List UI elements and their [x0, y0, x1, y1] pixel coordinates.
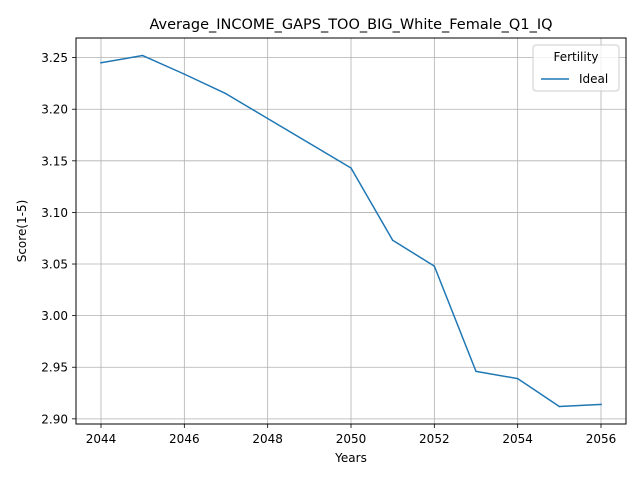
- legend-title: Fertility: [553, 50, 598, 64]
- x-tick-label: 2050: [336, 432, 367, 446]
- legend: Fertility Ideal: [532, 44, 620, 92]
- data-point: [100, 62, 102, 64]
- x-tick-label: 2046: [169, 432, 200, 446]
- y-axis-label: Score(1-5): [15, 200, 29, 263]
- y-tick-label: 3.15: [41, 154, 68, 168]
- y-tick-label: 3.00: [41, 309, 68, 323]
- data-point: [350, 167, 352, 169]
- y-tick-label: 3.10: [41, 206, 68, 220]
- y-tick-label: 3.25: [41, 51, 68, 65]
- x-tick-label: 2054: [502, 432, 533, 446]
- y-tick-label: 2.95: [41, 361, 68, 375]
- x-tick-label: 2056: [586, 432, 617, 446]
- data-point: [308, 142, 311, 145]
- x-tick-label: 2044: [86, 432, 117, 446]
- axis-ticks: 2044 2046 2048 2050 2052 2054 2056 2.90 2.95 3.00…: [41, 51, 616, 446]
- data-point: [516, 377, 519, 380]
- data-point: [558, 405, 561, 408]
- data-point: [183, 73, 186, 75]
- y-tick-label: 3.05: [41, 258, 68, 272]
- series-group: [100, 54, 602, 408]
- data-point: [225, 92, 227, 95]
- x-tick-label: 2048: [252, 432, 283, 446]
- x-axis-label: Years: [334, 451, 367, 465]
- y-tick-label: 2.90: [41, 412, 68, 426]
- data-point: [141, 54, 144, 57]
- legend-label: Ideal: [579, 72, 608, 86]
- grid: [76, 38, 626, 424]
- data-point: [600, 403, 602, 406]
- data-point: [391, 239, 394, 242]
- data-point: [433, 265, 436, 267]
- x-tick-label: 2052: [419, 432, 450, 446]
- data-point: [475, 370, 477, 373]
- chart-title: Average_INCOME_GAPS_TOO_BIG_White_Female…: [149, 17, 552, 33]
- y-tick-label: 3.20: [41, 103, 68, 117]
- data-point: [266, 117, 269, 120]
